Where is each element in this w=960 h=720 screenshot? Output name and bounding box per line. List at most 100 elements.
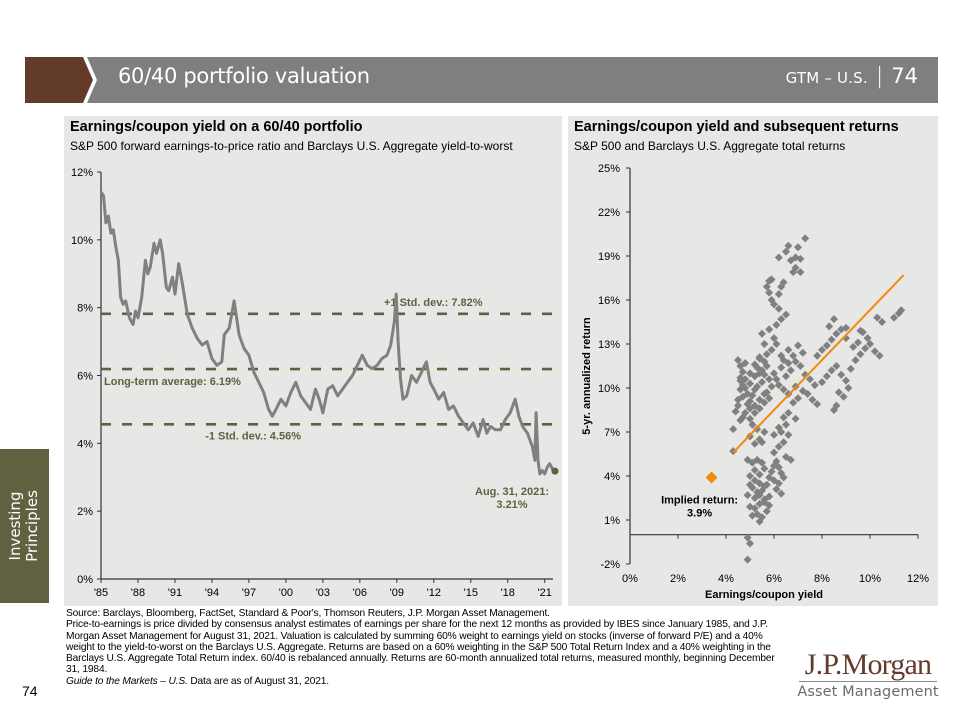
scatter-point: [779, 438, 788, 447]
guide-title: Guide to the Markets – U.S.: [66, 675, 188, 687]
scatter-point: [832, 401, 841, 410]
scatter-point: [736, 385, 745, 394]
x-tick-label: '91: [168, 587, 182, 599]
scatter-point: [750, 408, 759, 417]
scatter-point: [743, 555, 752, 564]
scatter-point: [765, 473, 774, 482]
scatter-point: [825, 322, 834, 331]
scatter-point: [765, 394, 774, 403]
scatter-point: [834, 388, 843, 397]
scatter-point: [746, 414, 754, 423]
scatter-point: [866, 340, 874, 348]
scatter-point: [777, 363, 786, 372]
latest-annotation-line2: 3.21%: [496, 499, 527, 511]
scatter-point: [748, 458, 757, 467]
scatter-point: [772, 457, 781, 466]
scatter-point: [782, 310, 790, 319]
scatter-point: [750, 504, 759, 513]
scatter-point: [767, 467, 776, 476]
header-page-number: 74: [891, 64, 918, 88]
scatter-point: [736, 362, 745, 370]
scatter-point: [765, 501, 774, 510]
scatter-point: [750, 439, 759, 448]
scatter-point: [762, 282, 771, 291]
scatter-point: [818, 378, 826, 387]
scatter-point: [755, 353, 764, 362]
minus-std-dev-label: -1 Std. dev.: 4.56%: [205, 430, 301, 442]
y-tick-label: 12%: [71, 167, 93, 179]
scatter-point: [750, 360, 759, 369]
scatter-point: [772, 375, 781, 384]
implied-return-label-line2: 3.9%: [687, 507, 712, 519]
scatter-point: [803, 389, 812, 398]
trend-line: [732, 274, 905, 454]
scatter-point: [755, 491, 764, 500]
header-bar: [25, 57, 938, 103]
y-tick-label: 16%: [598, 295, 620, 307]
scatter-point: [897, 306, 906, 315]
y-tick-label: 10%: [598, 383, 620, 395]
scatter-point: [806, 375, 814, 384]
x-tick-label: 6%: [766, 573, 782, 585]
logo-divider: [799, 681, 937, 682]
scatter-point: [746, 472, 754, 480]
scatter-point: [789, 351, 798, 360]
scatter-point: [750, 401, 759, 410]
scatter-point: [832, 362, 841, 370]
scatter-point: [875, 351, 884, 360]
scatter-point: [772, 320, 781, 329]
methodology-note: Price-to-earnings is price divided by co…: [66, 619, 775, 676]
scatter-point: [743, 491, 752, 500]
scatter-point: [772, 340, 781, 348]
series-line: [99, 191, 555, 476]
scatter-point: [774, 463, 783, 472]
scatter-point: [779, 385, 788, 394]
x-tick-label: '85: [94, 587, 108, 599]
x-tick-label: 2%: [670, 573, 686, 585]
scatter-point: [854, 338, 862, 347]
scatter-point: [736, 376, 745, 385]
scatter-point: [760, 389, 769, 398]
scatter-point: [767, 345, 776, 354]
scatter-point: [753, 425, 762, 434]
scatter-point: [794, 243, 802, 252]
scatter-point: [743, 533, 752, 542]
scatter-point: [784, 241, 793, 250]
scatter-point: [748, 391, 757, 400]
scatter-point: [755, 404, 764, 413]
scatter-point: [767, 296, 776, 304]
scatter-point: [755, 395, 764, 404]
x-axis-title: Earnings/coupon yield: [705, 589, 823, 601]
scatter-point: [796, 254, 805, 263]
side-tab-investing-principles[interactable]: [0, 449, 49, 603]
scatter-point: [794, 341, 802, 350]
x-tick-label: '06: [353, 587, 367, 599]
x-tick-label: 12%: [907, 573, 929, 585]
scatter-point: [779, 413, 788, 422]
scatter-point: [813, 400, 822, 409]
scatter-point: [890, 313, 898, 322]
scatter-point: [794, 394, 802, 403]
scatter-point: [758, 378, 766, 387]
x-tick-label: '00: [279, 587, 293, 599]
x-tick-label: '03: [316, 587, 330, 599]
scatter-point: [791, 263, 800, 272]
scatter-point: [762, 362, 771, 370]
scatter-point: [741, 408, 750, 417]
scatter-point: [765, 288, 774, 297]
guide-date: Data are as of August 31, 2021.: [187, 675, 329, 687]
scatter-point: [878, 318, 886, 326]
scatter-point: [770, 369, 778, 378]
scatter-point: [748, 511, 757, 520]
scatter-point: [870, 347, 879, 356]
scatter-point: [791, 414, 800, 423]
scatter-chart: -2% 1% 4% 7% 10% 13% 16% 19% 22% 25% 0% 2% 4% 6% 8% 10%…: [581, 163, 929, 601]
scatter-point: [765, 375, 774, 384]
scatter-point: [791, 357, 800, 366]
scatter-point: [762, 350, 771, 359]
scatter-point: [760, 370, 769, 379]
y-tick-label: 10%: [71, 235, 93, 247]
scatter-point: [774, 381, 783, 390]
scatter-point: [827, 366, 836, 375]
scatter-point: [856, 350, 865, 359]
